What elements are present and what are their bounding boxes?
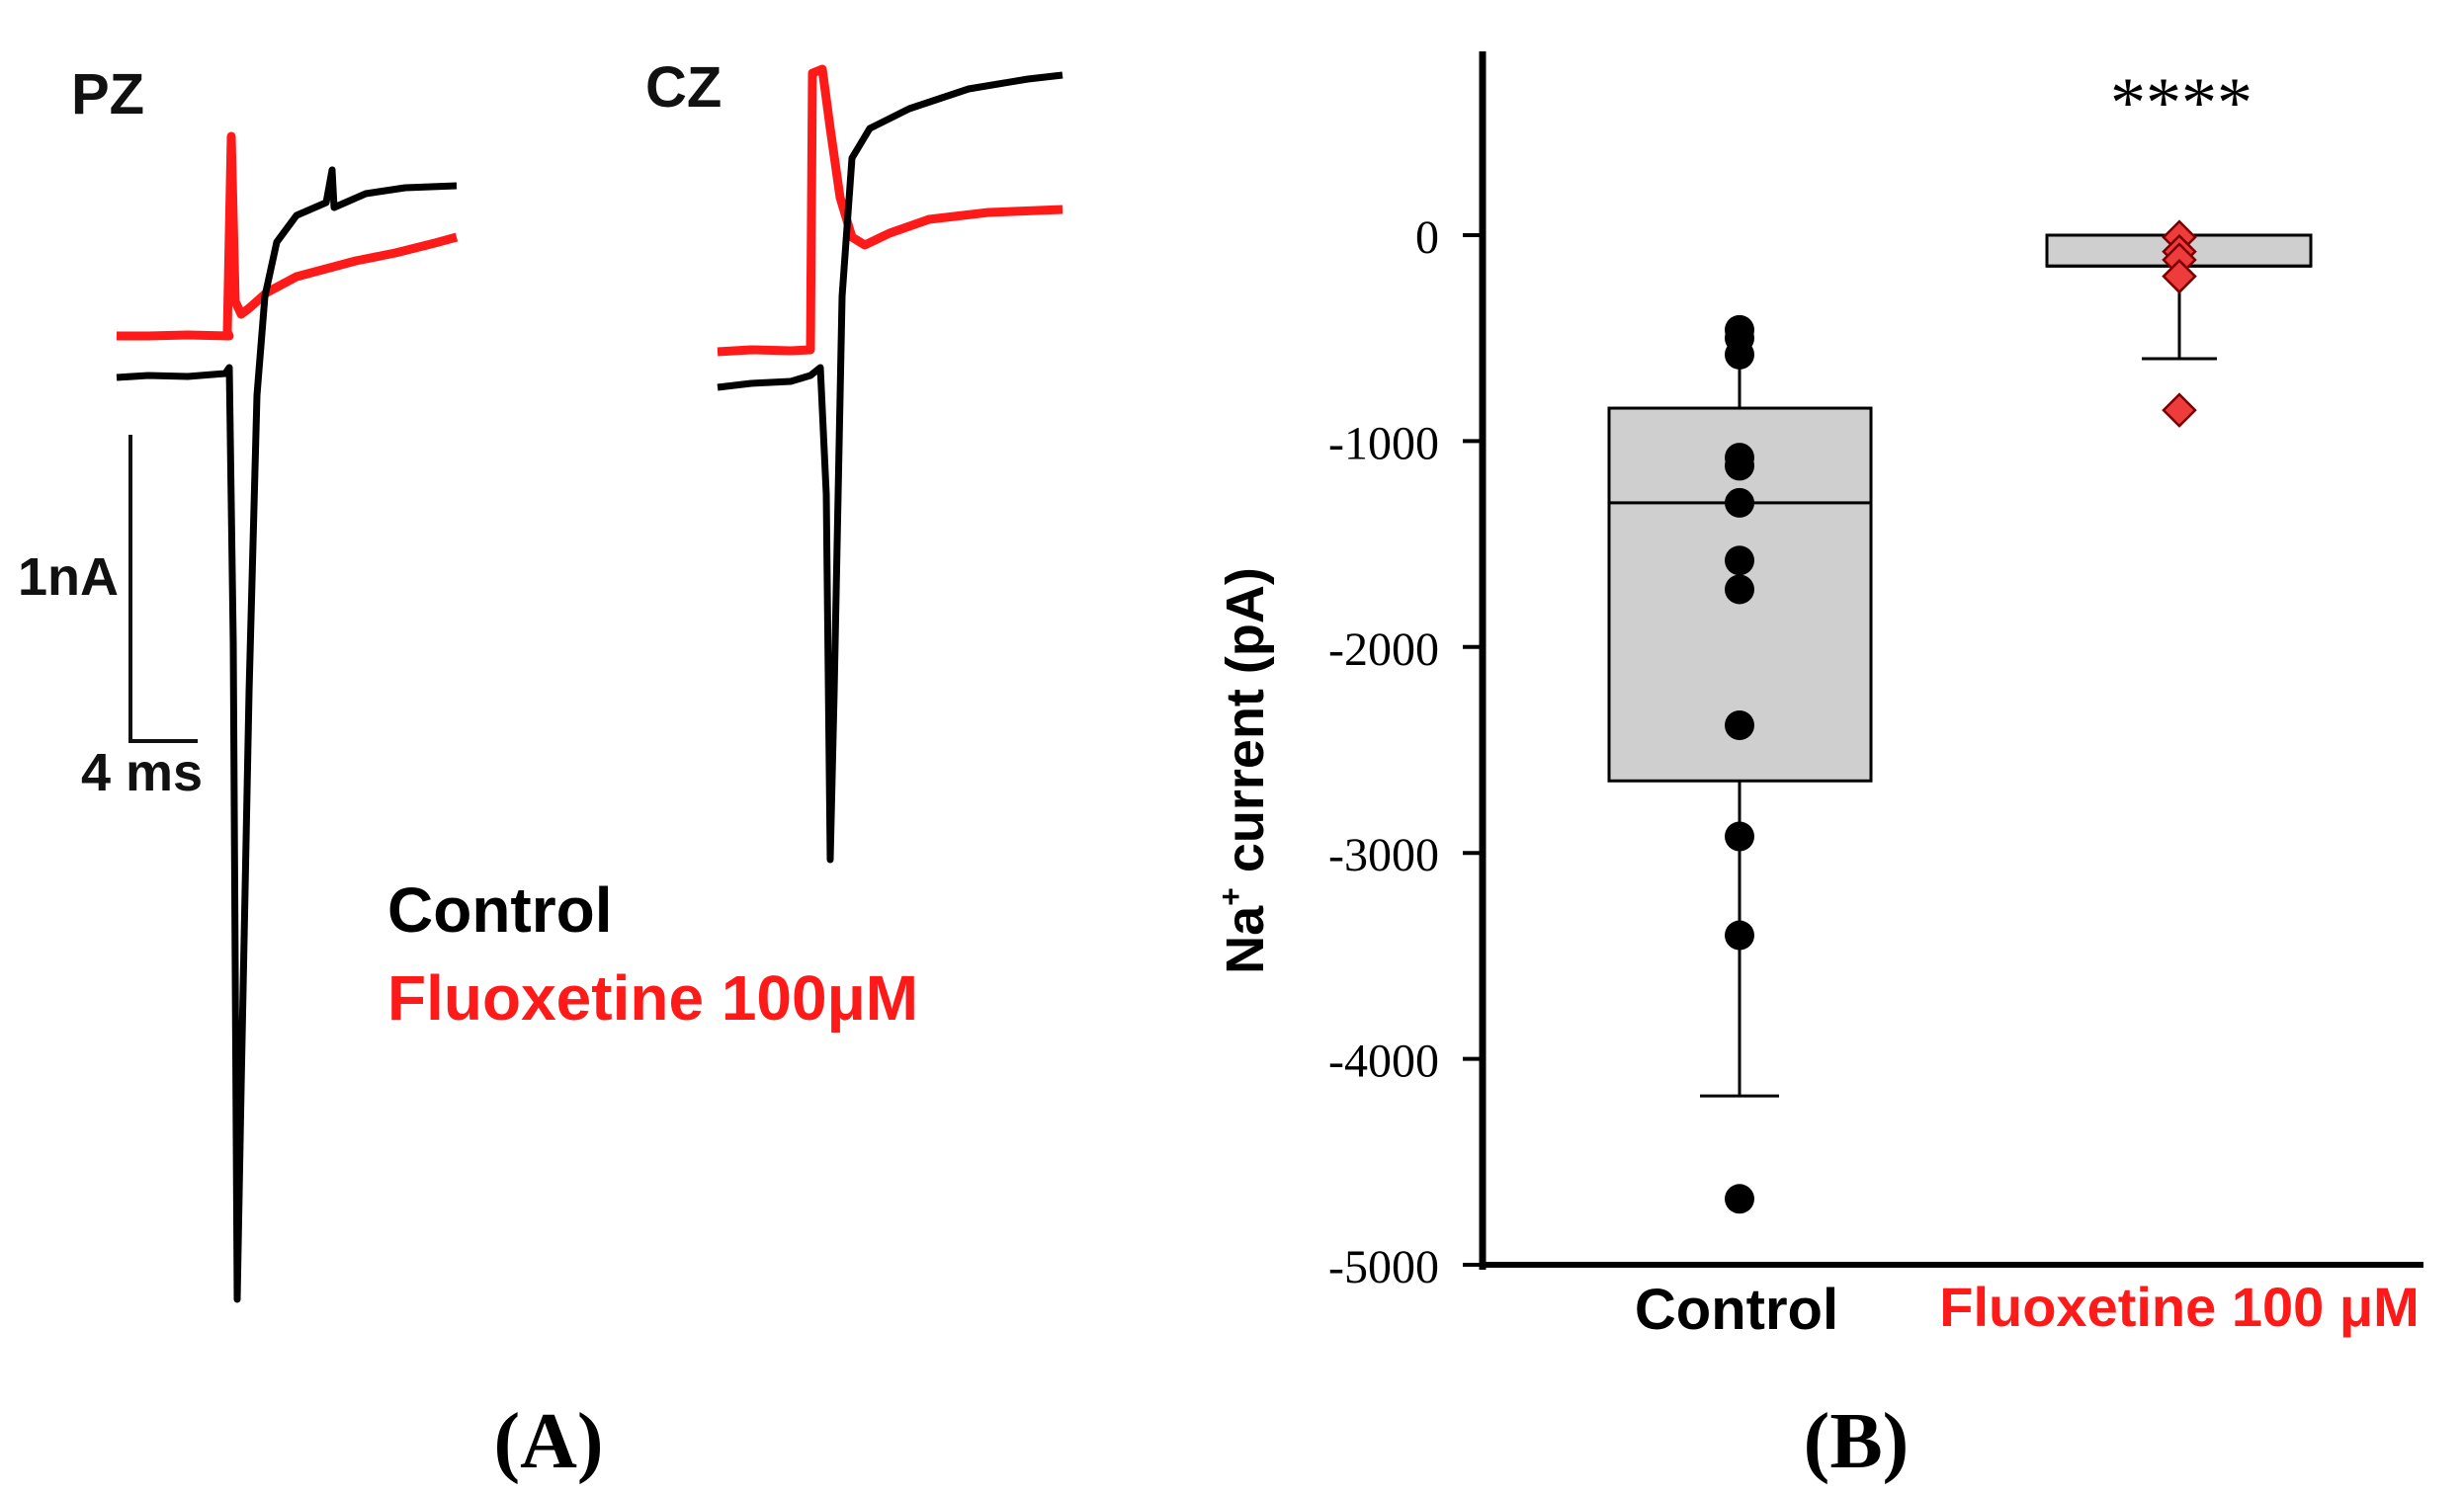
- panel-a: PZ CZ 1nA 4 ms Control Fluoxetine 100μM …: [18, 55, 1063, 1485]
- legend-fluoxetine: Fluoxetine 100μM: [387, 962, 918, 1034]
- data-point-control: [1725, 574, 1754, 605]
- panel-label-a: (A): [493, 1398, 603, 1485]
- scale-bar-x-label: 4 ms: [81, 743, 203, 802]
- x-tick-label-control: Control: [1635, 1278, 1838, 1342]
- panel-label-b: (B): [1804, 1398, 1910, 1485]
- y-tick-label: 0: [1415, 211, 1439, 264]
- data-point-control: [1725, 1184, 1754, 1214]
- trace-pz-fluoxetine: [117, 131, 459, 341]
- scale-bar-y-label: 1nA: [18, 547, 119, 607]
- y-ticks: 0 -1000 -2000 -3000 -4000 -5000: [1328, 211, 1483, 1293]
- y-tick-label: -5000: [1328, 1241, 1439, 1293]
- box-group-control: [1607, 314, 1873, 1214]
- box-group-fluoxetine: [2045, 219, 2313, 428]
- y-tick-label: -2000: [1328, 623, 1439, 676]
- y-tick-label: -4000: [1328, 1036, 1439, 1088]
- panel-b: 0 -1000 -2000 -3000 -4000 -5000 Na+ current (…: [1213, 51, 2423, 1485]
- significance-stars: ****: [2110, 63, 2252, 142]
- y-axis-label: Na+ current (pA): [1213, 567, 1275, 974]
- data-point-control: [1725, 709, 1754, 740]
- data-point-control: [1725, 339, 1754, 370]
- data-point-fluoxetine: [2162, 392, 2197, 428]
- y-tick-label: -1000: [1328, 417, 1439, 469]
- data-point-control: [1725, 451, 1754, 481]
- y-tick-label: -3000: [1328, 829, 1439, 881]
- legend-control: Control: [387, 874, 613, 946]
- data-point-control: [1725, 545, 1754, 576]
- data-point-control: [1725, 821, 1754, 852]
- trace-title-pz: PZ: [71, 62, 144, 126]
- data-point-control: [1725, 920, 1754, 951]
- trace-cz-fluoxetine: [717, 64, 1063, 357]
- trace-title-cz: CZ: [645, 55, 722, 120]
- data-point-control: [1725, 487, 1754, 518]
- scale-bar: [128, 435, 198, 743]
- data-point-fluoxetine: [2162, 258, 2197, 294]
- box-groups: [1607, 219, 2313, 1214]
- trace-pz-control: [116, 166, 458, 1303]
- trace-cz-control: [717, 71, 1063, 864]
- x-tick-label-fluoxetine: Fluoxetine 100 μM: [1939, 1276, 2420, 1338]
